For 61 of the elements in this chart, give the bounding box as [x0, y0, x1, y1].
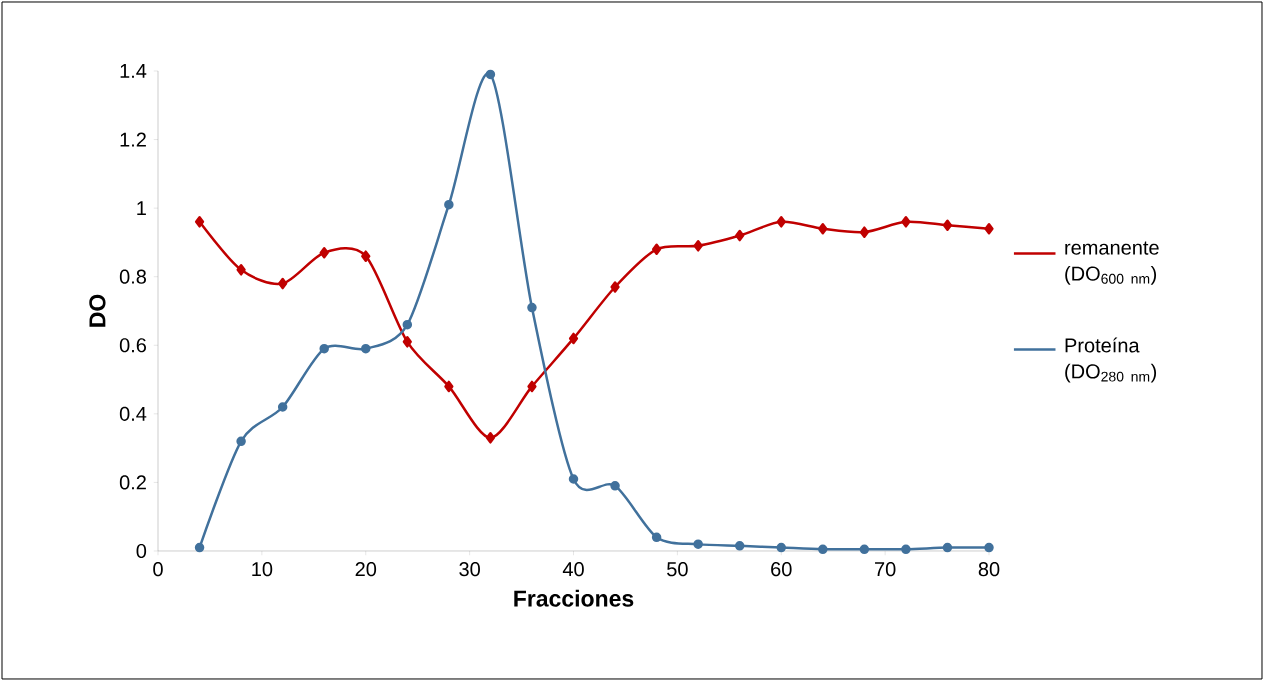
point — [236, 436, 246, 447]
point — [693, 539, 703, 549]
point — [651, 243, 662, 256]
point — [818, 222, 828, 235]
point — [735, 229, 745, 242]
y-tick-label: 1.2 — [120, 132, 146, 147]
x-tick-label: 70 — [875, 562, 896, 577]
point — [901, 544, 911, 555]
x-tick-label: 0 — [153, 562, 163, 577]
x-tick-label: 80 — [978, 562, 1000, 577]
x-tick-label: 20 — [355, 562, 377, 577]
point — [444, 380, 454, 393]
point — [527, 302, 537, 313]
point — [402, 336, 412, 348]
point — [402, 319, 413, 330]
x-tick-label: 30 — [459, 562, 480, 577]
y-axis-title: DO — [89, 294, 106, 327]
y-tick-label: 0.2 — [119, 475, 146, 490]
point — [319, 343, 329, 354]
point — [194, 542, 205, 553]
point — [776, 216, 786, 228]
y-tick-label: 0.8 — [119, 269, 147, 284]
point — [444, 199, 454, 210]
x-axis-title: Fracciones — [514, 589, 634, 607]
point — [361, 250, 371, 262]
point — [568, 474, 579, 484]
point — [236, 264, 246, 276]
point — [485, 432, 496, 444]
point — [277, 402, 288, 412]
point — [610, 281, 620, 293]
x-tick-label: 10 — [252, 562, 273, 577]
point — [527, 380, 537, 393]
legend-label: remanente (DO$_{600 nm}$) — [1065, 241, 1159, 285]
x-tick-label: 60 — [771, 562, 792, 577]
y-tick-label: 1.4 — [120, 64, 147, 78]
point — [361, 343, 371, 354]
point — [693, 240, 703, 252]
point — [734, 541, 745, 551]
point — [818, 544, 828, 555]
y-tick-label: 0 — [136, 543, 147, 559]
y-tick-label: 0.4 — [119, 406, 147, 421]
point — [568, 332, 579, 345]
point — [194, 216, 205, 228]
point — [651, 532, 662, 543]
point — [776, 542, 786, 553]
point — [942, 542, 953, 553]
point — [901, 216, 911, 228]
point — [859, 226, 869, 238]
point — [319, 246, 329, 259]
point — [610, 481, 620, 491]
x-tick-label: 40 — [562, 562, 584, 577]
point — [942, 219, 953, 232]
y-tick-label: 1 — [137, 201, 146, 216]
point — [984, 222, 994, 235]
point — [984, 542, 994, 553]
legend-label: Proteína (DO$_{280 nm}$) — [1065, 337, 1157, 383]
y-tick-label: 0.6 — [119, 338, 147, 353]
point — [485, 69, 496, 80]
point — [278, 277, 288, 290]
point — [859, 544, 870, 555]
x-tick-label: 50 — [667, 562, 688, 577]
